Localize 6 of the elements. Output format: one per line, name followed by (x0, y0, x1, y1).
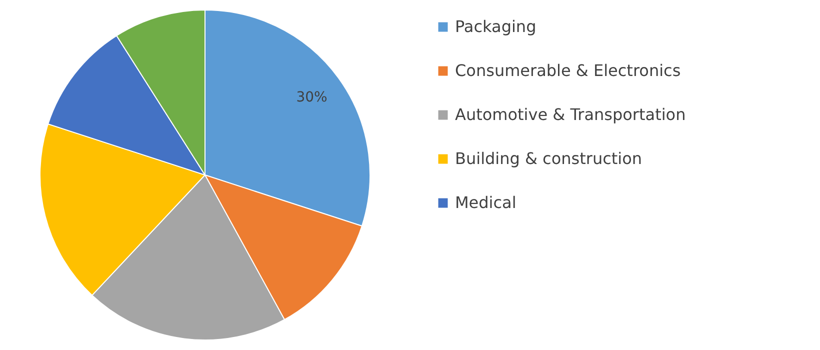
legend-label: Building & construction (455, 149, 642, 168)
legend-label: Automotive & Transportation (455, 105, 686, 124)
legend-label: Packaging (455, 17, 536, 36)
legend-label: Consumerable & Electronics (455, 61, 681, 80)
legend-label: Medical (455, 193, 516, 212)
data-label: 30% (296, 89, 328, 106)
